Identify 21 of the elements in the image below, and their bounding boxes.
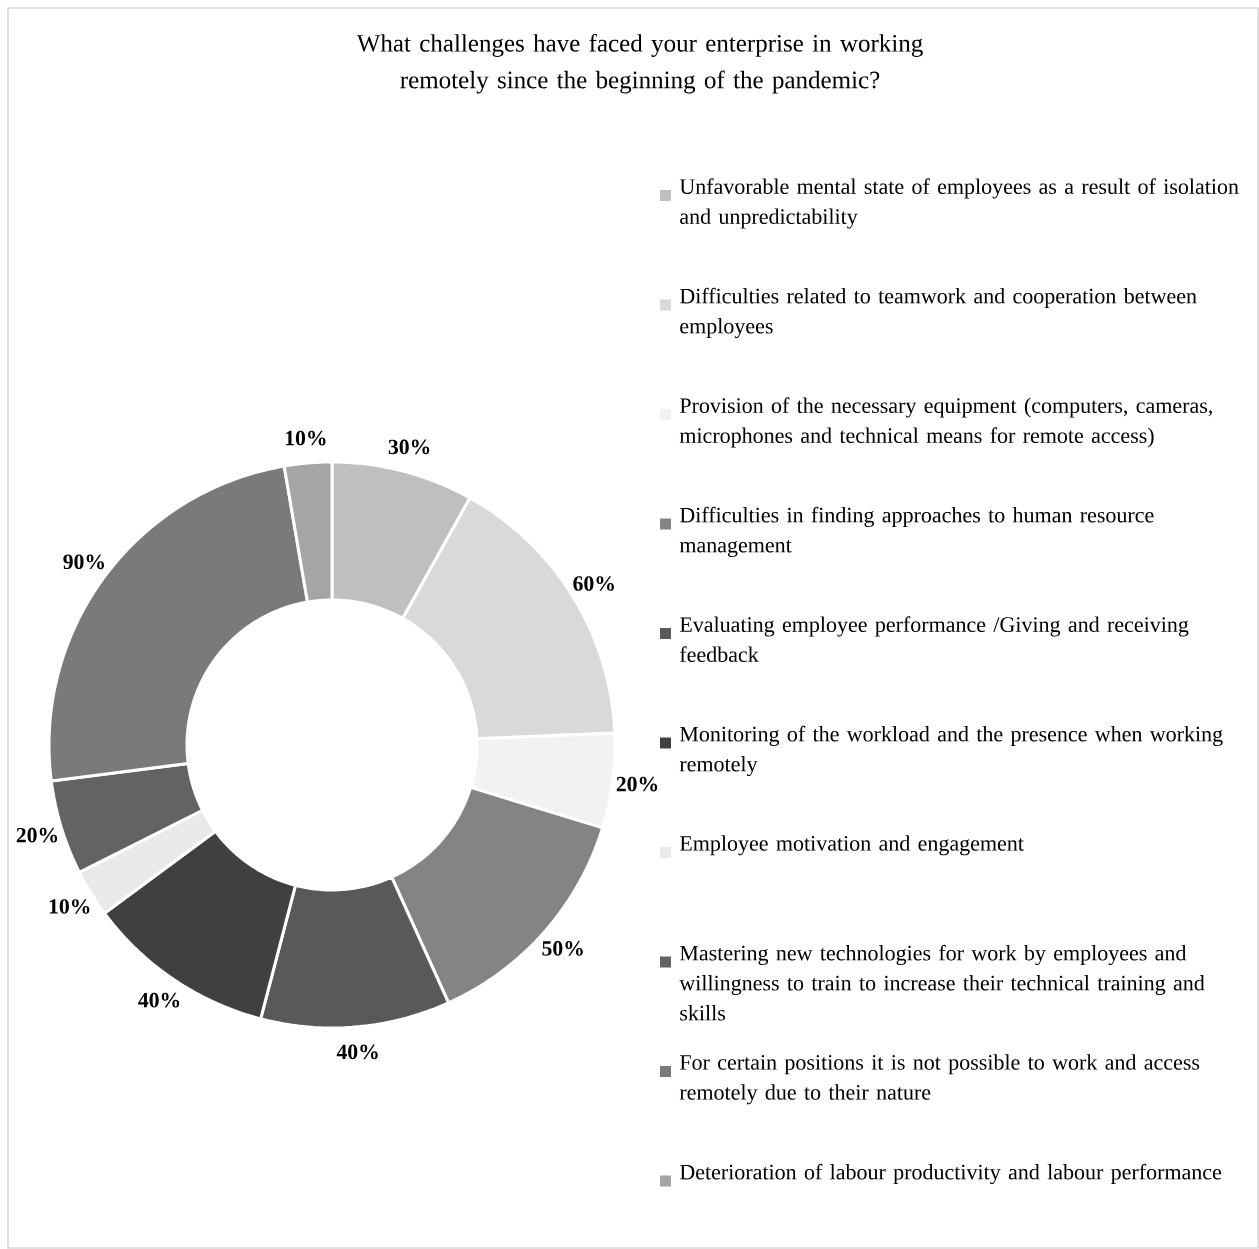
data-label: 10%	[285, 430, 326, 446]
legend-label: Difficulties in finding approaches to human resource management	[679, 506, 1154, 558]
legend-label: Mastering new technologies for work by employees and willingness to train to increase their technical training and skills	[679, 944, 1205, 1021]
data-label: 50%	[542, 941, 583, 956]
data-label: 60%	[573, 576, 614, 591]
legend-label: Employee motivation and engagement	[679, 835, 1024, 856]
chart-title: What challenges have faced your enterprise in working remotely since the beginning of the pandemic?	[356, 33, 923, 94]
data-label: 40%	[138, 992, 180, 1008]
data-label: 10%	[49, 899, 90, 914]
data-label: 30%	[388, 439, 430, 455]
data-label: 20%	[616, 776, 658, 792]
legend-label: Evaluating employee performance /Giving and receiving feedback	[679, 616, 1189, 663]
legend-label: Deterioration of labour productivity and labour performance	[679, 1163, 1222, 1185]
legend-label: For certain positions it is not possible to work and access remotely due to their nature	[679, 1054, 1200, 1105]
legend-label: Provision of the necessary equipment (computers, cameras, microphones and technical means for remote access)	[679, 397, 1212, 448]
data-label: 40%	[336, 1044, 378, 1060]
legend-label: Difficulties related to teamwork and cooperation between employees	[679, 287, 1197, 339]
legend-label: Unfavorable mental state of employees as a result of isolation and unpredictability	[679, 178, 1239, 229]
data-label: 20%	[16, 827, 58, 843]
legend-label: Monitoring of the workload and the presence when working remotely	[679, 725, 1223, 777]
data-label: 90%	[63, 554, 104, 570]
